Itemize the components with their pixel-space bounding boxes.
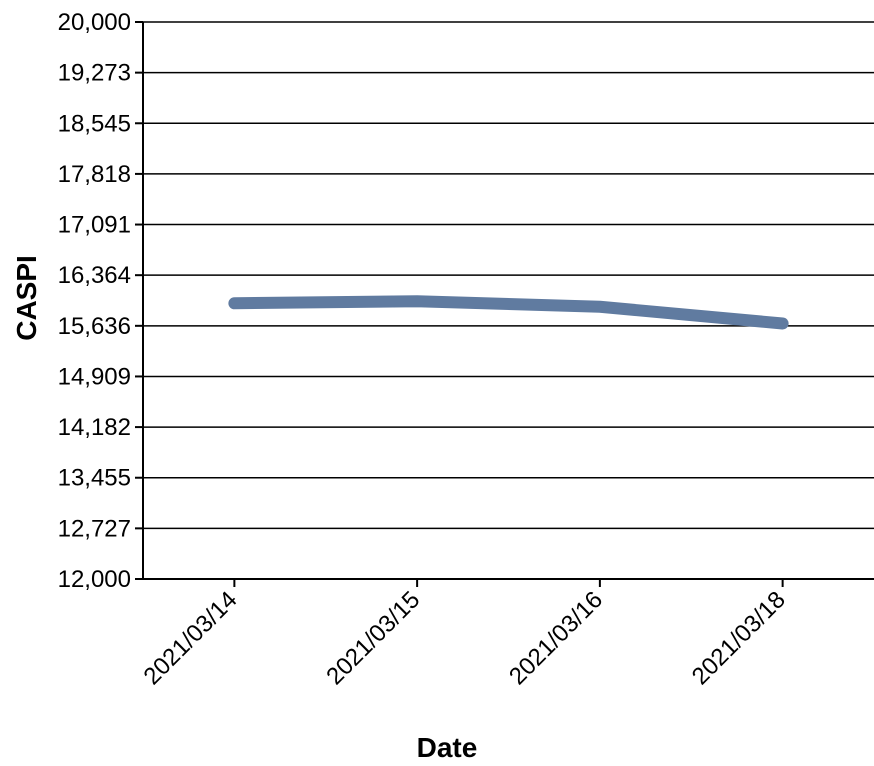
y-tick-label: 17,091: [58, 212, 131, 239]
y-tick-label: 20,000: [58, 9, 131, 36]
grid-lines: [143, 21, 874, 530]
series-line: [228, 295, 789, 330]
y-tick-label: 14,182: [58, 414, 131, 441]
y-axis-ticks: 12,000 12,727 13,455 14,182 14,909 15,636 16,3…: [58, 9, 143, 593]
x-axis-ticks: 2021/03/14 2021/03/15 2021/03/16 2021/03/18: [139, 579, 791, 690]
y-tick-label: 12,000: [58, 566, 131, 593]
x-tick-label: 2021/03/16: [504, 586, 608, 690]
y-tick-label: 16,364: [58, 262, 131, 289]
y-tick-label: 19,273: [58, 60, 131, 87]
y-tick-label: 14,909: [58, 363, 131, 390]
series-layer: [228, 295, 789, 330]
y-tick-label: 17,818: [58, 161, 131, 188]
y-axis-title: CASPI: [11, 255, 42, 341]
x-tick-label: 2021/03/14: [139, 586, 243, 690]
x-tick-label: 2021/03/15: [321, 586, 425, 690]
y-tick-label: 15,636: [58, 313, 131, 340]
y-tick-label: 12,727: [58, 515, 131, 542]
y-tick-label: 18,545: [58, 110, 131, 137]
x-axis-title: Date: [417, 732, 478, 763]
y-tick-label: 13,455: [58, 465, 131, 492]
x-tick-label: 2021/03/18: [687, 586, 791, 690]
